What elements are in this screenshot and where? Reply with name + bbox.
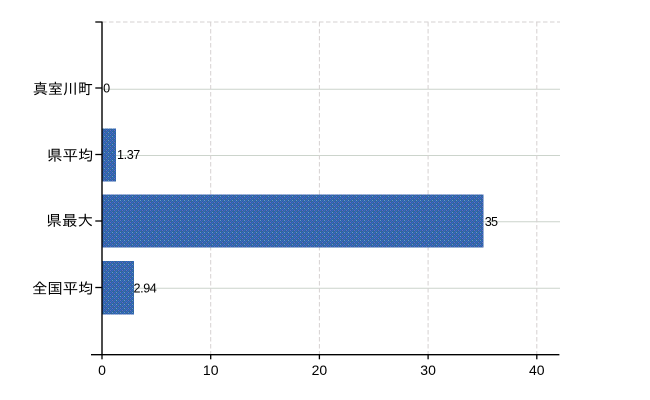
svg-text:1.37: 1.37 bbox=[117, 148, 140, 162]
svg-text:0: 0 bbox=[103, 81, 110, 95]
svg-text:30: 30 bbox=[420, 362, 436, 378]
svg-text:2.94: 2.94 bbox=[134, 281, 157, 295]
svg-text:0: 0 bbox=[98, 362, 106, 378]
svg-text:35: 35 bbox=[485, 215, 498, 229]
svg-text:10: 10 bbox=[203, 362, 219, 378]
svg-text:20: 20 bbox=[312, 362, 328, 378]
svg-text:40: 40 bbox=[529, 362, 545, 378]
